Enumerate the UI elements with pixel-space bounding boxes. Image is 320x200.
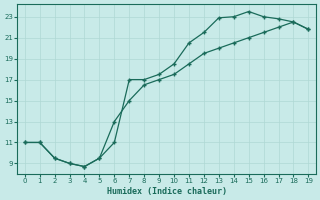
- X-axis label: Humidex (Indice chaleur): Humidex (Indice chaleur): [107, 187, 227, 196]
